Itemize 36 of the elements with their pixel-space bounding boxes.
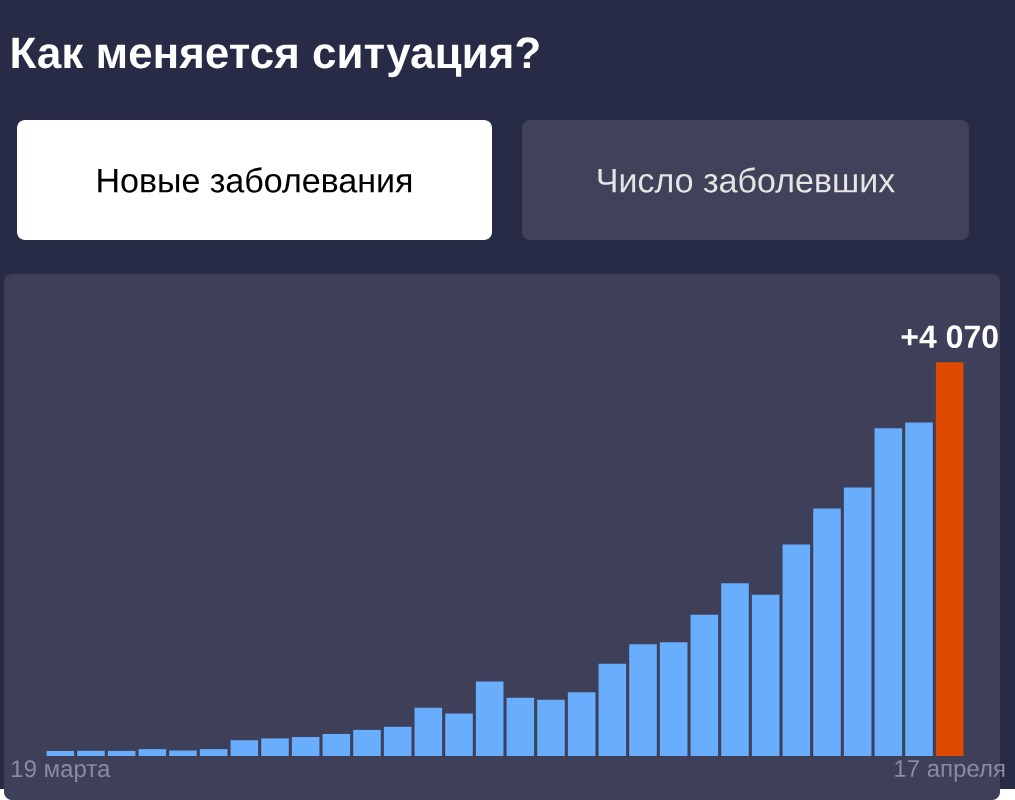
bar [383, 726, 412, 757]
bar [598, 663, 627, 757]
bar [261, 738, 289, 757]
bar [813, 508, 841, 757]
bar [475, 681, 504, 757]
text: Новые заболевания [98, 167, 412, 193]
bar [353, 729, 381, 757]
bar [46, 750, 75, 757]
bar [751, 594, 780, 757]
bar [659, 642, 688, 757]
data-label: +4 070 [901, 325, 998, 349]
bar [107, 750, 136, 757]
bar [169, 750, 197, 757]
bar [537, 699, 565, 757]
text: Число заболевших [598, 167, 895, 193]
bar [445, 713, 473, 757]
bar [843, 487, 872, 757]
bar [782, 544, 811, 757]
bar [506, 697, 535, 757]
x-tick-label: 19 марта [12, 760, 111, 782]
bar [905, 422, 933, 757]
bar [322, 733, 351, 757]
chart-title: Как меняется ситуация? [12, 37, 539, 78]
bar [138, 749, 167, 757]
bar [567, 692, 596, 757]
bar [230, 740, 259, 757]
bar [199, 749, 228, 757]
bar [874, 428, 903, 757]
bar [935, 362, 964, 757]
bar [721, 583, 749, 757]
bar [291, 737, 320, 757]
x-tick-label: 17 апреля [895, 760, 1005, 782]
bar [690, 614, 719, 757]
bar [414, 707, 443, 757]
bar [629, 644, 657, 757]
bar [77, 750, 105, 757]
